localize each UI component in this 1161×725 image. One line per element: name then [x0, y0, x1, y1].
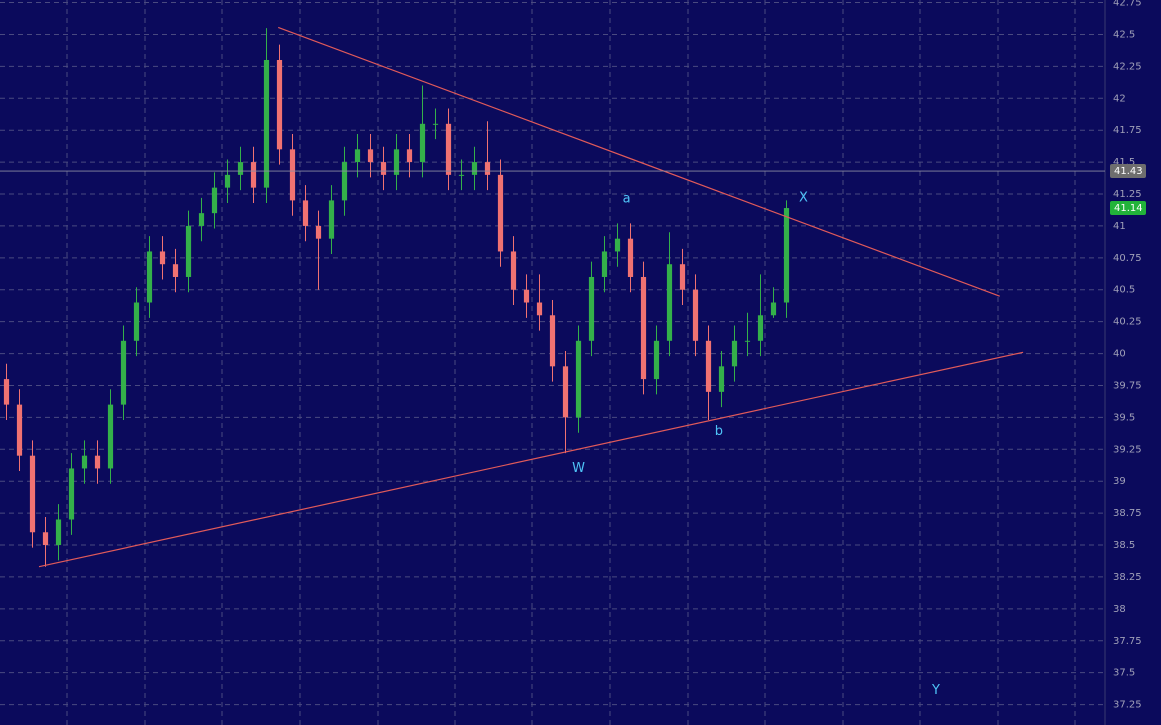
time-grid — [66, 0, 1076, 725]
wave-label: W — [572, 461, 585, 476]
y-tick-label: 42.75 — [1113, 0, 1142, 9]
wave-label: X — [799, 190, 808, 205]
candle-body — [341, 162, 348, 201]
y-tick-label: 41.75 — [1113, 125, 1142, 136]
candle-body — [757, 315, 764, 341]
candle-body — [146, 251, 153, 303]
candle-body — [380, 162, 387, 175]
candle-body — [120, 340, 127, 405]
wave-label: b — [715, 424, 723, 439]
y-tick-label: 37.75 — [1113, 636, 1142, 647]
candle-body — [367, 149, 374, 163]
candle-body — [705, 340, 712, 392]
price-marker-label: 41.14 — [1114, 203, 1143, 214]
candle-body — [601, 251, 608, 277]
candle-body — [510, 251, 517, 290]
candle-body — [783, 208, 790, 303]
candle-body — [640, 276, 647, 380]
candle-body — [744, 340, 751, 342]
candle-body — [627, 238, 634, 277]
candle-body — [692, 289, 699, 341]
candle-body — [458, 174, 465, 176]
trendline — [38, 351, 1024, 568]
candle-body — [653, 340, 660, 380]
candle-body — [133, 302, 140, 341]
y-tick-label: 40.75 — [1113, 253, 1142, 264]
price-marker-label: 41.43 — [1114, 166, 1143, 177]
trendline — [277, 26, 1000, 297]
candle-body — [276, 59, 283, 150]
candle-body — [172, 264, 179, 277]
y-tick-label: 39 — [1113, 476, 1126, 487]
candle-body — [81, 455, 88, 469]
candle-body — [497, 174, 504, 252]
candle-body — [731, 340, 738, 367]
candle-body — [107, 404, 114, 469]
wave-label: a — [623, 192, 631, 207]
y-tick-label: 41.25 — [1113, 189, 1142, 200]
y-tick-label: 40.25 — [1113, 317, 1142, 328]
candle-body — [393, 149, 400, 175]
y-tick-label: 38.5 — [1113, 540, 1135, 551]
candle-body — [549, 315, 556, 367]
candle-body — [315, 225, 322, 239]
candle-body — [718, 366, 725, 392]
candle-body — [432, 123, 439, 125]
candle-body — [406, 149, 413, 163]
candle-body — [68, 468, 75, 520]
candle-body — [3, 379, 10, 405]
candle-body — [471, 162, 478, 175]
y-tick-label: 38.25 — [1113, 572, 1142, 583]
y-tick-label: 42 — [1113, 93, 1126, 104]
candle-body — [354, 149, 361, 163]
y-tick-label: 40.5 — [1113, 285, 1135, 296]
candle-body — [679, 264, 686, 290]
candle-body — [614, 238, 621, 252]
y-tick-label: 40 — [1113, 349, 1126, 360]
candle-body — [588, 276, 595, 341]
y-tick-label: 37.5 — [1113, 668, 1135, 679]
candle-body — [55, 519, 62, 546]
y-tick-label: 39.75 — [1113, 380, 1142, 391]
y-tick-label: 38 — [1113, 604, 1126, 615]
candle-body — [16, 404, 23, 456]
candle-body — [302, 200, 309, 226]
y-tick-label: 38.75 — [1113, 508, 1142, 519]
candle-body — [29, 455, 36, 533]
candle-body — [42, 532, 49, 546]
y-tick-label: 41.5 — [1113, 157, 1135, 168]
candle-body — [211, 187, 218, 214]
y-tick-label: 41 — [1113, 221, 1126, 232]
candle-body — [250, 162, 257, 188]
y-tick-label: 37.25 — [1113, 700, 1142, 711]
candle-body — [237, 162, 244, 175]
candle-body — [185, 225, 192, 277]
candle-body — [289, 149, 296, 201]
y-tick-label: 39.25 — [1113, 444, 1142, 455]
candle-body — [536, 302, 543, 316]
candle-body — [575, 340, 582, 418]
candle-body — [770, 302, 777, 316]
candle-body — [328, 200, 335, 239]
candle-body — [224, 174, 231, 188]
y-tick-label: 42.25 — [1113, 61, 1142, 72]
candle-body — [159, 251, 166, 265]
candle-body — [198, 213, 205, 226]
candle-body — [666, 264, 673, 341]
candle-body — [263, 59, 270, 188]
candle-body — [419, 123, 426, 163]
candle-body — [445, 123, 452, 175]
candle-body — [562, 366, 569, 418]
candle-body — [523, 289, 530, 303]
candle-body — [94, 455, 101, 469]
price-marker-box — [1110, 164, 1146, 179]
wave-label: Y — [931, 683, 940, 698]
price-marker-box — [1110, 201, 1146, 216]
y-tick-label: 39.5 — [1113, 412, 1135, 423]
y-tick-label: 42.5 — [1113, 29, 1135, 40]
candle-body — [484, 162, 491, 175]
